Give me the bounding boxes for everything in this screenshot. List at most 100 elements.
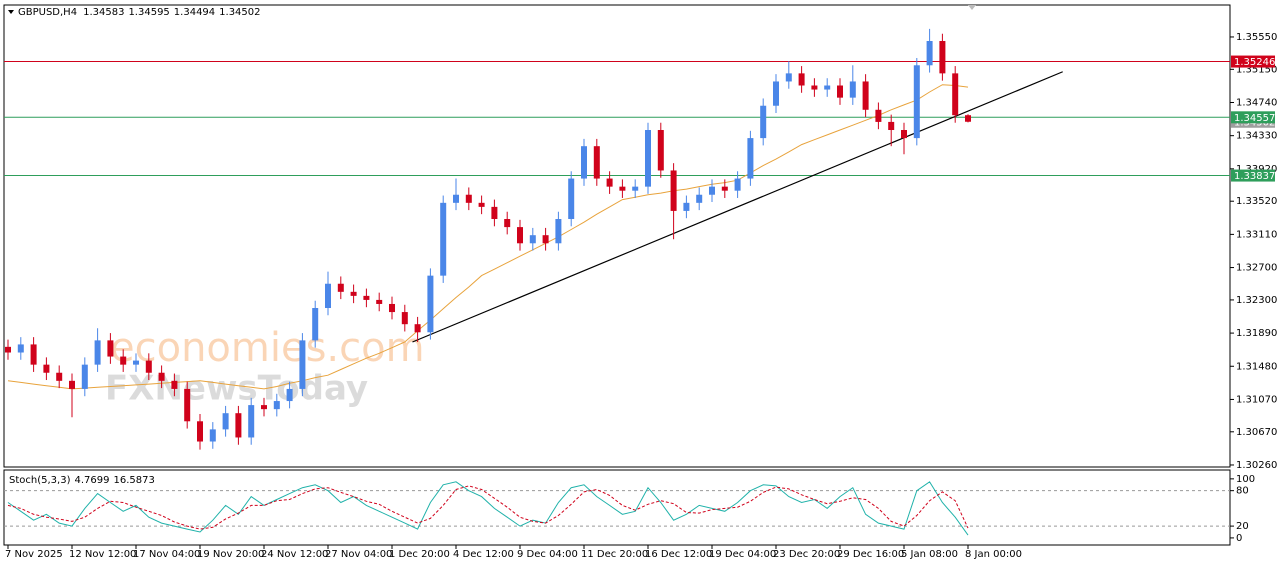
x-tick-label: 23 Dec 20:00	[773, 549, 840, 560]
candle-body	[721, 186, 728, 191]
y-tick-label: 1.35550	[1236, 32, 1277, 43]
candle-body	[401, 312, 408, 325]
candle-body	[785, 73, 792, 82]
candle-body	[478, 202, 485, 207]
candle-body	[913, 65, 920, 139]
candle-body	[145, 360, 152, 373]
candle-body	[888, 121, 895, 131]
hline-label: 1.35246	[1234, 57, 1275, 68]
main-panel	[3, 4, 1231, 468]
candle-body	[69, 380, 75, 389]
hline-label-box	[1231, 169, 1275, 182]
candle-body	[849, 81, 856, 98]
y-tick-label: 1.31890	[1236, 328, 1277, 339]
candle-body	[5, 346, 11, 353]
x-tick-label: 7 Nov 2025	[5, 549, 63, 560]
menu-arrow[interactable]	[8, 10, 14, 14]
high: 1.34595	[128, 7, 169, 18]
candle-body	[657, 130, 664, 171]
candle-body	[734, 178, 741, 191]
y-tick-label: 1.30260	[1236, 460, 1277, 471]
hline-label-box	[1231, 55, 1275, 68]
stoch-d-line	[7, 485, 969, 530]
candle-body	[273, 401, 280, 410]
candle-body	[837, 85, 843, 98]
watermark: economies.com	[110, 325, 425, 371]
candle-body	[17, 344, 24, 353]
candle-body	[389, 303, 395, 313]
candle-body	[542, 235, 549, 244]
y-tick-label: 1.31070	[1236, 394, 1277, 405]
candle-body	[286, 388, 293, 402]
candle-body	[683, 202, 690, 211]
candle-body	[94, 340, 101, 365]
candle-body	[133, 360, 139, 365]
candle-body	[235, 413, 242, 438]
candle-body	[363, 295, 370, 300]
moving-average	[7, 84, 969, 390]
candle-body	[197, 421, 203, 442]
candle-body	[632, 186, 639, 191]
x-tick-label: 12 Nov 12:00	[69, 549, 136, 560]
candle-body	[120, 356, 127, 365]
candle-body	[158, 372, 165, 381]
y-tick-label: 1.31480	[1236, 361, 1277, 372]
x-tick-label: 19 Nov 20:00	[197, 549, 264, 560]
x-tick-label: 8 Jan 00:00	[965, 549, 1022, 560]
candle-body	[965, 115, 971, 122]
x-tick-label: 16 Dec 12:00	[645, 549, 712, 560]
stoch-tick-label: 80	[1236, 486, 1249, 497]
x-tick-label: 5 Jan 08:00	[901, 549, 958, 560]
candle-body	[248, 405, 255, 438]
hline-label: 1.34557	[1234, 113, 1275, 124]
open: 1.34583	[83, 7, 124, 18]
candle-body	[43, 364, 50, 373]
y-tick-label: 1.34740	[1236, 97, 1277, 108]
candle-body	[773, 81, 779, 106]
candle-body	[645, 130, 651, 187]
candle-body	[325, 283, 331, 309]
hline-label-box	[1231, 111, 1275, 124]
candle-body	[30, 344, 37, 365]
candle-body	[760, 105, 767, 139]
candle-body	[261, 405, 267, 410]
x-tick-label: 11 Dec 20:00	[581, 549, 648, 560]
header: GBPUSD,H4 1.34583 1.34595 1.34494 1.34502	[18, 7, 261, 18]
y-tick-label: 1.35150	[1236, 64, 1277, 75]
candle-body	[171, 380, 178, 389]
candle-body	[427, 275, 434, 333]
candle-body	[568, 178, 575, 220]
candle-body	[555, 219, 562, 244]
candle-body	[222, 413, 229, 430]
stoch-tick-label: 100	[1236, 474, 1255, 485]
candle-body	[606, 178, 613, 187]
candle-body	[939, 41, 946, 74]
candle-body	[209, 429, 216, 442]
y-tick-label: 1.33520	[1236, 196, 1277, 207]
x-tick-label: 17 Nov 04:00	[133, 549, 200, 560]
candle-body	[465, 194, 472, 203]
x-tick-label: 4 Dec 12:00	[453, 549, 514, 560]
candle-body	[593, 146, 600, 179]
candle-body	[811, 85, 818, 90]
x-tick-label: 24 Nov 12:00	[261, 549, 328, 560]
candle-body	[504, 219, 511, 228]
hline-label: 1.33837	[1234, 171, 1275, 182]
y-tick-label: 1.33110	[1236, 229, 1277, 240]
candle-body	[926, 41, 933, 66]
stoch-d: 16.5873	[113, 475, 154, 486]
candle-body	[56, 372, 63, 381]
y-tick-label: 1.33920	[1236, 164, 1277, 175]
candle-body	[696, 194, 703, 203]
candle-body	[952, 73, 959, 116]
candle-body	[337, 283, 344, 292]
stoch-panel	[3, 469, 1231, 546]
candle-body	[517, 227, 523, 244]
shift-marker	[968, 5, 976, 10]
stoch-tick-label: 0	[1236, 533, 1242, 544]
y-tick-label: 1.32300	[1236, 295, 1277, 306]
candle-body	[414, 324, 421, 333]
candle-body	[619, 186, 626, 191]
